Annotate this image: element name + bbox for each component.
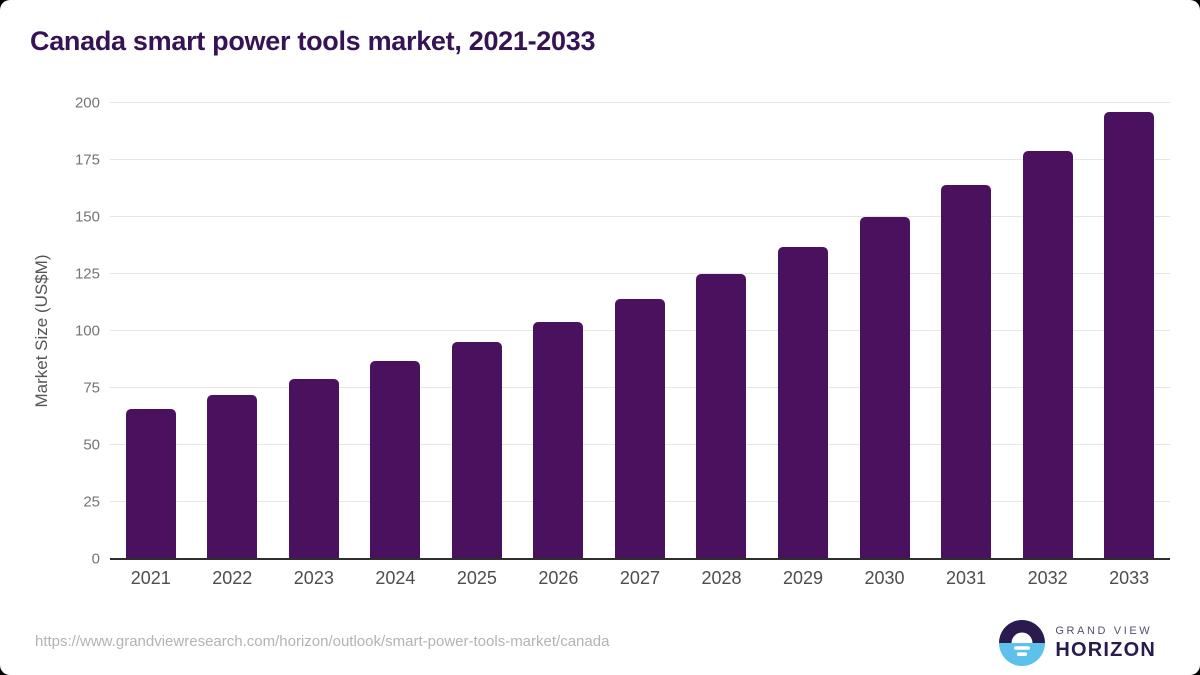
x-label-2021: 2021 — [130, 568, 171, 588]
gridline-200 — [110, 102, 1170, 103]
bar-cell-2028 — [681, 103, 763, 559]
y-tick-label-175: 175 — [74, 151, 100, 169]
x-label-2024: 2024 — [375, 568, 416, 588]
horizon-sun-icon — [999, 620, 1046, 666]
bar-cell-2022 — [192, 103, 274, 559]
y-tick-label-200: 200 — [74, 94, 100, 112]
x-label-2033: 2033 — [1109, 568, 1150, 588]
bar-cell-2031 — [925, 103, 1007, 559]
x-label-2026: 2026 — [538, 568, 579, 588]
bar-2027 — [614, 299, 665, 559]
bar-cell-2027 — [599, 103, 681, 559]
bar-cell-2030 — [844, 103, 926, 559]
y-tick-label-125: 125 — [74, 265, 100, 283]
bar-2031 — [941, 185, 992, 559]
logo-line-horizon: HORIZON — [1055, 638, 1156, 661]
bar-cell-2021 — [110, 103, 192, 559]
bar-2021 — [125, 408, 176, 559]
x-label-2022: 2022 — [212, 568, 253, 588]
y-tick-label-50: 50 — [83, 436, 100, 454]
bar-cell-2024 — [355, 103, 437, 559]
x-axis-line — [110, 558, 1170, 560]
x-label-2025: 2025 — [456, 568, 497, 588]
bar-series — [110, 103, 1170, 559]
y-tick-label-25: 25 — [83, 493, 100, 511]
y-tick-label-100: 100 — [74, 322, 100, 340]
bar-2022 — [207, 394, 258, 559]
y-tick-label-0: 0 — [91, 550, 100, 568]
logo-wordmark: GRAND VIEW HORIZON — [1055, 625, 1156, 662]
y-axis-tick-labels: 0 25 50 75 100 125 150 175 200 — [0, 95, 100, 568]
bar-cell-2029 — [762, 103, 844, 559]
gridline-175 — [110, 159, 1170, 160]
bar-cell-2032 — [1007, 103, 1089, 559]
source-url: https://www.grandviewresearch.com/horizo… — [35, 633, 610, 650]
plot-area — [110, 102, 1170, 560]
bar-2023 — [288, 378, 339, 559]
bar-cell-2033 — [1088, 103, 1170, 559]
bar-2030 — [859, 217, 910, 559]
y-tick-label-150: 150 — [74, 208, 100, 226]
x-label-2029: 2029 — [782, 568, 824, 588]
x-label-2027: 2027 — [619, 568, 660, 588]
bar-2024 — [370, 360, 421, 559]
y-tick-label-75: 75 — [83, 379, 100, 397]
grand-view-horizon-logo: GRAND VIEW HORIZON — [999, 620, 1156, 666]
x-label-2030: 2030 — [864, 568, 905, 588]
x-axis-labels: 2021 2022 2023 2024 2025 2026 2027 2028 2029 2030… — [110, 568, 1170, 589]
bar-cell-2025 — [436, 103, 518, 559]
logo-line-grand-view: GRAND VIEW — [1055, 624, 1153, 637]
bar-2026 — [533, 321, 584, 559]
bar-2032 — [1022, 150, 1073, 559]
x-label-2031: 2031 — [946, 568, 987, 588]
x-label-2028: 2028 — [701, 568, 742, 588]
bar-2033 — [1104, 112, 1155, 559]
gridline-125 — [110, 273, 1170, 274]
bar-2029 — [778, 246, 829, 559]
chart-title: Canada smart power tools market, 2021-20… — [30, 26, 596, 56]
bar-2025 — [451, 342, 502, 559]
bar-cell-2023 — [273, 103, 355, 559]
x-label-2023: 2023 — [293, 568, 334, 588]
x-label-2032: 2032 — [1027, 568, 1068, 588]
bar-cell-2026 — [518, 103, 600, 559]
bar-2028 — [696, 274, 747, 559]
gridline-150 — [110, 216, 1170, 217]
